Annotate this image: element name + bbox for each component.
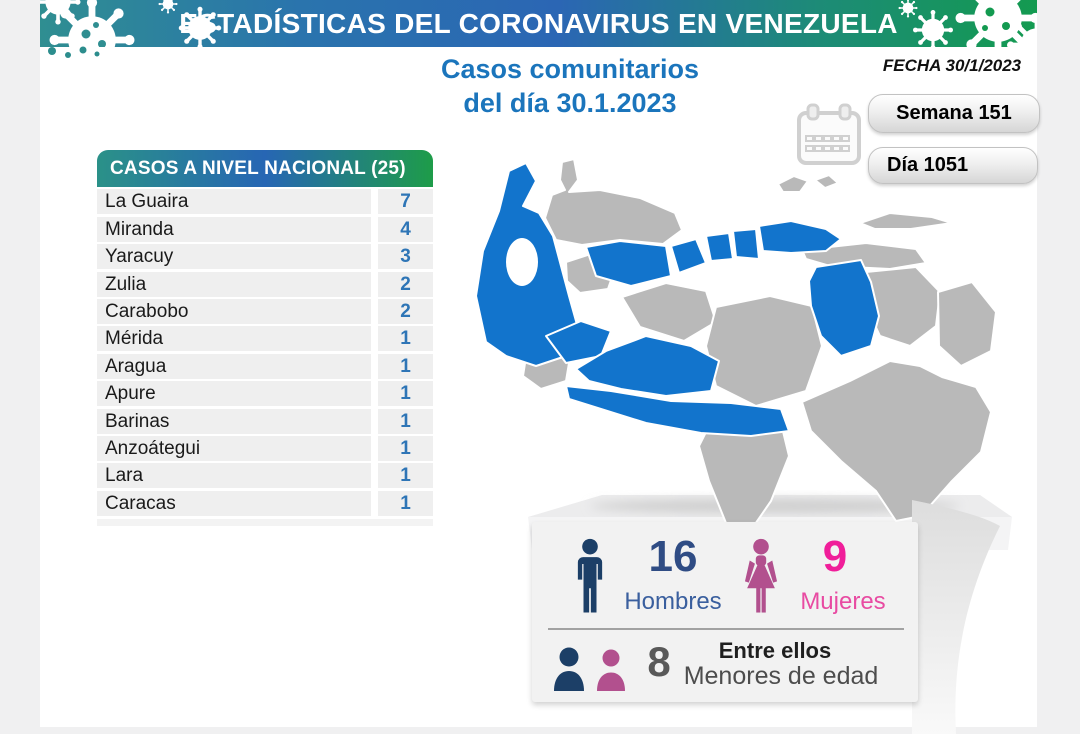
page-margin-left [0,0,40,734]
map-island-small [814,174,839,189]
state-name: Carabobo [97,298,371,324]
demographics-card: 16 Hombres 9 Mujeres [532,522,918,702]
table-row: Yaracuy 3 [97,244,433,270]
map-island-coast [859,212,953,230]
case-count: 1 [378,490,433,516]
column-gap [371,463,378,489]
table-row: Apure 1 [97,381,433,407]
state-name: Lara [97,463,371,489]
women-label: Mujeres [800,588,886,615]
table-row: Carabobo 2 [97,298,433,324]
case-count: 2 [378,271,433,297]
case-count: 1 [378,326,433,352]
men-count: 16 [648,532,698,581]
column-gap [371,244,378,270]
men-label: Hombres [624,588,722,615]
case-count: 2 [378,298,433,324]
column-gap [371,326,378,352]
subtitle-line1: Casos comunitarios [440,54,700,84]
state-name: La Guaira [97,189,371,215]
card-divider [548,628,904,630]
table-row: Aragua 1 [97,353,433,379]
column-gap [371,216,378,242]
map-state-anzoategui [808,259,880,357]
column-gap [371,353,378,379]
case-count: 1 [378,353,433,379]
virus-dots-decoration [48,46,100,58]
map-state-delta-amacuro [937,281,997,367]
state-name: Caracas [97,490,371,516]
minors-count: 8 [647,638,671,685]
column-gap [371,408,378,434]
case-count: 1 [378,381,433,407]
page-curl-decoration [912,500,1000,734]
subtitle-line2: del día 30.1.2023 [463,88,677,118]
women-count: 9 [822,532,848,581]
state-name: Apure [97,381,371,407]
map-state-lara [585,240,672,287]
calendar-icon [797,103,861,165]
table-row: Barinas 1 [97,408,433,434]
map-state-miranda-laguaira [758,220,842,254]
minors-label-line1: Entre ellos [718,638,832,663]
state-name: Aragua [97,353,371,379]
male-icon [577,538,603,613]
page-title: ESTADÍSTICAS DEL CORONAVIRUS EN VENEZUEL… [179,8,898,39]
case-count: 1 [378,463,433,489]
table-footer-bar [97,518,433,526]
map-state-aragua [732,228,760,260]
map-state-portuguesa-cojedes [621,282,717,342]
dia-badge: Día 1051 [868,147,1038,184]
table-title: CASOS A NIVEL NACIONAL (25) [97,150,433,187]
subtitle: Casos comunitarios del día 30.1.2023 [360,52,780,120]
map-state-sucre [801,242,927,270]
table-row: Caracas 1 [97,490,433,516]
case-count: 1 [378,408,433,434]
map-state-guarico [705,295,823,407]
map-state-bolivar [801,360,992,522]
column-gap [371,381,378,407]
state-name: Mérida [97,326,371,352]
table-row: Mérida 1 [97,326,433,352]
venezuela-map [475,158,997,530]
children-icon [554,647,625,691]
case-count: 4 [378,216,433,242]
column-gap [371,435,378,461]
map-island-margarita [777,175,809,193]
case-count: 7 [378,189,433,215]
page-margin-bottom [0,727,1080,734]
state-name: Barinas [97,408,371,434]
table-row: Miranda 4 [97,216,433,242]
state-name: Miranda [97,216,371,242]
map-state-barinas [575,335,720,397]
table-row: La Guaira 7 [97,189,433,215]
table-row: Lara 1 [97,463,433,489]
table-row: Zulia 2 [97,271,433,297]
minors-label-line2: Menores de edad [683,662,879,690]
semana-badge: Semana 151 [868,94,1040,133]
case-count: 3 [378,244,433,270]
state-name: Anzoátegui [97,435,371,461]
column-gap [371,298,378,324]
table-row: Anzoátegui 1 [97,435,433,461]
case-count: 1 [378,435,433,461]
column-gap [371,271,378,297]
state-name: Yaracuy [97,244,371,270]
national-cases-table: CASOS A NIVEL NACIONAL (25) La Guaira 7 M… [97,150,433,526]
fecha-label: FECHA 30/1/2023 [882,56,1022,75]
state-name: Zulia [97,271,371,297]
map-state-merida [545,320,612,364]
map-state-falcon [544,158,683,246]
map-state-carabobo [705,232,734,262]
map-state-yaracuy [670,238,707,274]
female-icon [744,538,778,613]
map-state-apure [565,385,790,437]
column-gap [371,189,378,215]
page-margin-right [1037,0,1080,734]
header-banner: ESTADÍSTICAS DEL CORONAVIRUS EN VENEZUEL… [40,0,1037,47]
column-gap [371,490,378,516]
virus-icon [40,0,1037,47]
map-lake-maracaibo [506,238,538,286]
